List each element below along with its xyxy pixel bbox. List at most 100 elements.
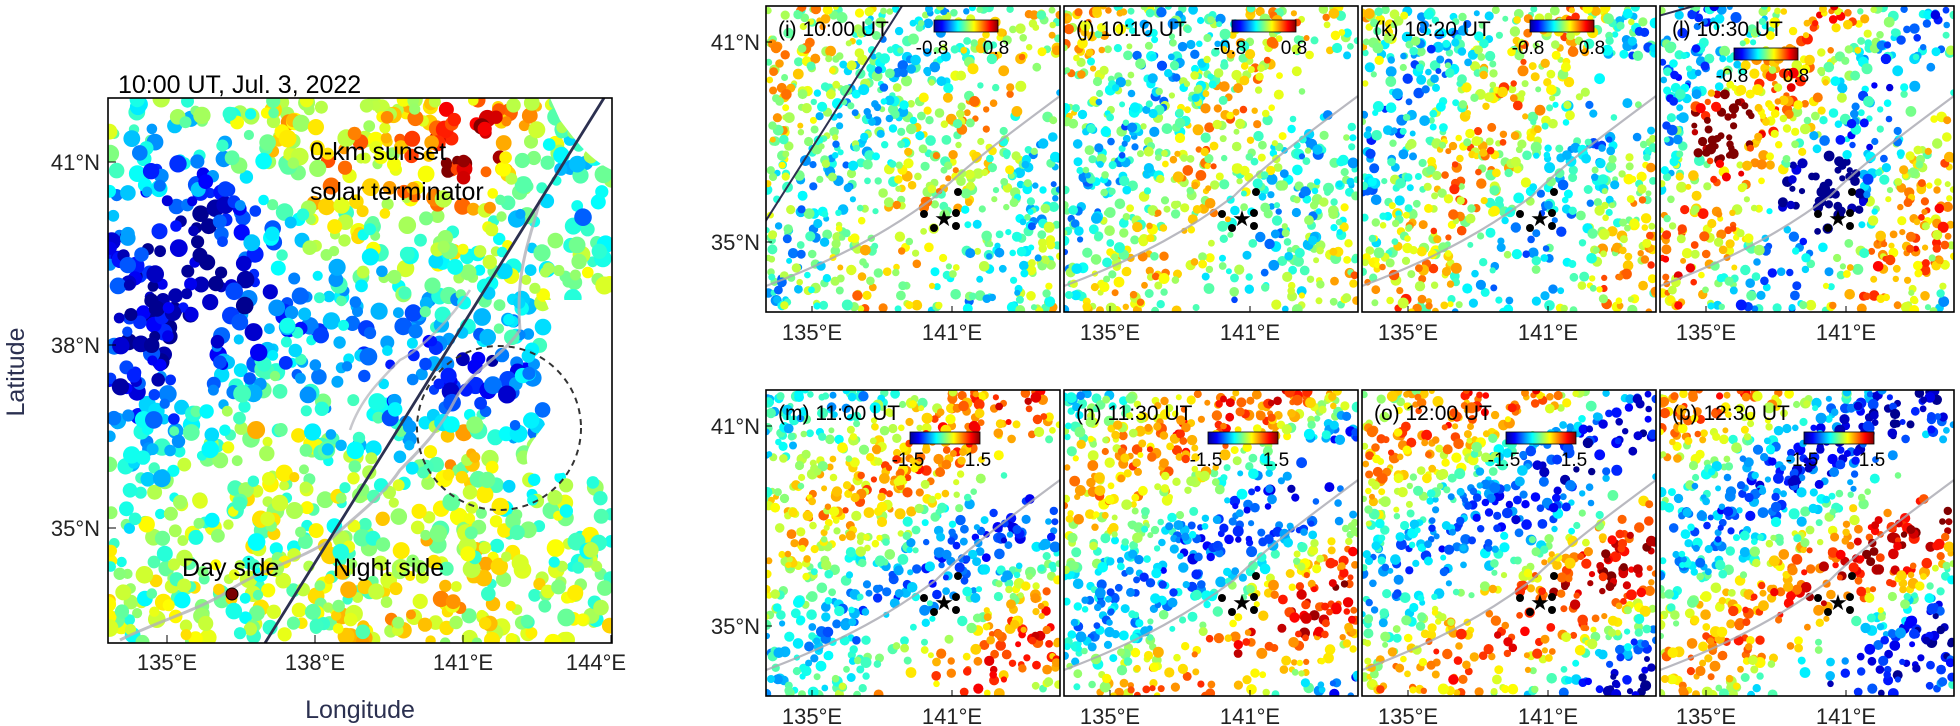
tec-dot bbox=[1319, 130, 1329, 140]
tec-dot bbox=[1753, 244, 1765, 256]
tec-dot bbox=[1054, 242, 1060, 250]
tec-dot bbox=[934, 108, 945, 118]
tec-dot bbox=[1944, 232, 1952, 240]
tec-dot bbox=[1101, 171, 1109, 179]
tec-dot bbox=[1464, 58, 1472, 67]
tec-dot bbox=[872, 208, 879, 215]
tec-dot bbox=[1003, 203, 1010, 211]
tec-dot bbox=[1329, 297, 1338, 306]
tec-dot bbox=[1020, 269, 1029, 278]
tec-dot bbox=[1811, 111, 1820, 121]
tec-dot bbox=[989, 99, 998, 107]
tec-dot bbox=[957, 102, 966, 111]
tec-dot bbox=[1096, 306, 1104, 312]
tec-dot bbox=[1365, 126, 1372, 133]
tec-dot bbox=[1711, 101, 1722, 112]
tec-dot bbox=[1362, 181, 1368, 191]
tec-dot bbox=[1707, 302, 1715, 310]
tec-dot bbox=[1011, 231, 1022, 242]
tec-dot bbox=[1172, 171, 1184, 183]
station-dot bbox=[1824, 224, 1832, 232]
tec-dot bbox=[1530, 119, 1537, 126]
x-tick-144: 144°E bbox=[566, 650, 626, 675]
tec-dot bbox=[1770, 109, 1780, 118]
tec-dot bbox=[132, 608, 143, 619]
tec-dot bbox=[832, 619, 842, 629]
tec-dot bbox=[813, 302, 821, 310]
tec-dot bbox=[197, 566, 209, 578]
tec-dot bbox=[1315, 297, 1323, 305]
tec-dot bbox=[113, 312, 125, 324]
tec-dot bbox=[1048, 132, 1058, 142]
tec-dot bbox=[1203, 55, 1211, 64]
tec-dot bbox=[389, 582, 403, 596]
tec-dot bbox=[477, 121, 492, 136]
tec-dot bbox=[1544, 162, 1556, 174]
tec-dot bbox=[168, 524, 182, 538]
tec-dot bbox=[1374, 7, 1384, 17]
tec-dot bbox=[200, 218, 217, 235]
tec-dot bbox=[879, 53, 890, 64]
tec-dot bbox=[1846, 119, 1857, 129]
tec-dot bbox=[1385, 258, 1395, 268]
tec-dot bbox=[120, 185, 136, 201]
tec-dot bbox=[1888, 242, 1895, 249]
tec-dot bbox=[1707, 135, 1718, 146]
tec-dot bbox=[426, 554, 442, 570]
tec-dot bbox=[1139, 19, 1149, 29]
tec-dot bbox=[1108, 187, 1116, 196]
tec-dot bbox=[1720, 89, 1730, 100]
tec-dot bbox=[1811, 172, 1820, 181]
tec-dot bbox=[921, 618, 930, 627]
tec-dot bbox=[1423, 182, 1432, 191]
tec-dot bbox=[978, 261, 990, 272]
tec-dot bbox=[457, 243, 469, 255]
tec-dot bbox=[1068, 205, 1078, 215]
tec-dot bbox=[1800, 123, 1811, 135]
tec-dot bbox=[514, 176, 533, 194]
tec-dot bbox=[768, 230, 777, 240]
tec-dot bbox=[528, 588, 542, 602]
tec-dot bbox=[992, 394, 1000, 401]
tec-dot bbox=[1883, 99, 1892, 107]
tec-dot bbox=[1660, 227, 1664, 234]
tec-dot bbox=[503, 313, 515, 326]
tec-dot bbox=[965, 118, 975, 128]
tec-dot bbox=[1522, 250, 1530, 258]
tec-dot bbox=[1439, 141, 1447, 149]
tec-dot bbox=[457, 154, 470, 168]
tec-dot bbox=[1728, 103, 1740, 114]
tec-dot bbox=[974, 247, 982, 255]
tec-dot bbox=[1381, 178, 1388, 185]
tec-dot bbox=[188, 631, 203, 643]
tec-dot bbox=[1288, 265, 1297, 275]
tec-dot bbox=[1713, 90, 1722, 99]
tec-dot bbox=[1087, 57, 1095, 66]
tec-dot bbox=[1812, 202, 1824, 213]
tec-dot bbox=[1263, 56, 1271, 64]
tec-dot bbox=[1391, 238, 1399, 246]
tec-dot bbox=[399, 246, 415, 262]
tec-dot bbox=[567, 584, 584, 601]
tec-dot bbox=[1899, 229, 1906, 236]
tec-dot bbox=[358, 517, 372, 531]
tec-dot bbox=[1565, 110, 1575, 121]
tec-dot bbox=[235, 255, 252, 272]
tec-dot bbox=[1691, 6, 1701, 12]
tec-dot bbox=[294, 372, 306, 384]
tec-dot bbox=[484, 631, 500, 643]
tec-dot bbox=[365, 452, 378, 465]
tec-dot bbox=[1594, 205, 1605, 216]
tec-dot bbox=[1084, 172, 1091, 179]
tec-dot bbox=[1779, 68, 1789, 79]
tec-dot bbox=[234, 200, 246, 211]
tec-dot bbox=[1229, 287, 1239, 297]
tec-dot bbox=[1930, 115, 1938, 123]
tec-dot bbox=[1184, 25, 1192, 34]
tec-dot bbox=[1706, 157, 1714, 165]
tec-dot bbox=[1484, 50, 1496, 62]
tec-dot bbox=[314, 401, 330, 416]
tec-dot bbox=[429, 524, 448, 543]
tec-dot bbox=[1077, 236, 1084, 243]
